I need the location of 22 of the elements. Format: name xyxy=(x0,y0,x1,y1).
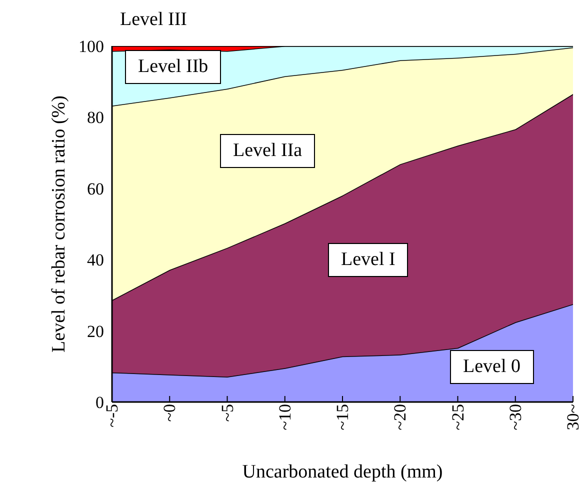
y-tick-label: 20 xyxy=(87,322,104,341)
y-tick-label: 60 xyxy=(87,179,104,198)
x-tick-label: ~10 xyxy=(275,404,294,430)
series-label: Level I xyxy=(328,243,408,277)
y-tick-label: 0 xyxy=(96,393,104,412)
x-tick-label: ~20 xyxy=(390,404,410,430)
x-tick-label: ~30 xyxy=(506,404,525,430)
y-axis-title: Level of rebar corrosion ratio (%) xyxy=(48,96,70,352)
x-tick-label: ~-5 xyxy=(102,404,122,428)
series-label: Level 0 xyxy=(450,350,534,384)
x-tick-label: ~0 xyxy=(160,404,180,422)
x-tick-label: ~15 xyxy=(333,404,352,430)
x-tick-label: ~25 xyxy=(448,404,468,430)
x-tick-label: ~5 xyxy=(218,404,237,422)
series-label: Level IIa xyxy=(220,134,316,168)
y-tick-label: 100 xyxy=(78,37,104,56)
series-label: Level III xyxy=(119,8,188,32)
x-axis-title: Uncarbonated depth (mm) xyxy=(242,461,443,482)
y-tick-label: 40 xyxy=(87,250,104,270)
y-tick-label: 80 xyxy=(87,108,104,128)
series-label: Level IIb xyxy=(125,50,222,84)
x-tick-label: 30~ xyxy=(564,404,581,430)
